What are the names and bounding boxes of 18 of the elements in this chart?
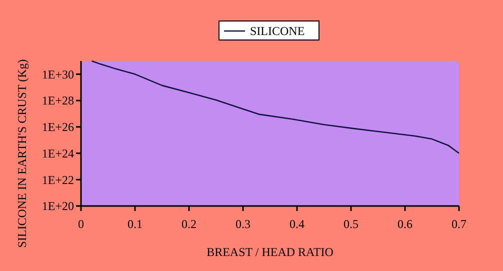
x-tick-label: 0.7 <box>452 217 466 231</box>
y-tick-label: 1E+30 <box>42 67 74 82</box>
line-series <box>91 60 460 154</box>
x-tick-label: 0.4 <box>290 217 304 231</box>
x-tick-label: 0.2 <box>182 217 196 231</box>
x-tick-label: 0.3 <box>236 217 250 231</box>
y-tick-label: 1E+24 <box>42 146 74 160</box>
y-tick-label: 1E+26 <box>42 120 74 134</box>
y-tick-label: 1E+28 <box>42 94 74 108</box>
x-tick-label: 0.1 <box>128 217 142 231</box>
y-axis-title: SILICONE IN EARTH'S CRUST (Kg) <box>15 59 29 248</box>
x-axis-title: BREAST / HEAD RATIO <box>206 245 334 259</box>
x-tick-label: 0 <box>78 217 84 231</box>
x-tick-label: 0.5 <box>344 217 358 231</box>
x-tick-label: 0.6 <box>398 217 412 231</box>
y-tick-label: 1E+22 <box>42 172 74 187</box>
legend-label: SILICONE <box>250 24 305 38</box>
y-tick-label: 1E+20 <box>42 199 74 214</box>
